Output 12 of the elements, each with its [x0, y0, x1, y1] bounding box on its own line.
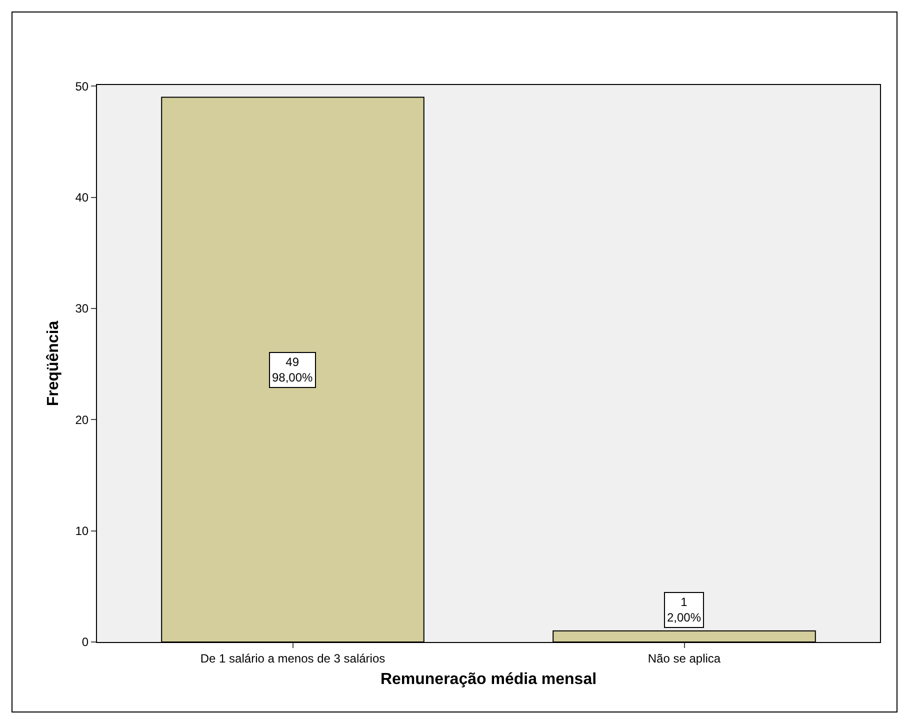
data-label: 49 98,00%	[272, 355, 314, 385]
x-tick-label: Não se aplica	[648, 651, 721, 666]
x-axis-title: Remuneração média mensal	[380, 671, 597, 688]
y-tick-label: 30	[75, 302, 89, 316]
y-tick-label: 50	[75, 79, 89, 94]
y-tick-label: 10	[75, 524, 89, 538]
y-tick-label: 0	[82, 635, 89, 650]
y-tick-label: 40	[75, 190, 89, 204]
y-tick-label: 20	[75, 412, 89, 427]
x-tick-label: De 1 salário a menos de 3 salários	[200, 651, 386, 666]
data-label: 1 2,00%	[667, 595, 702, 625]
y-axis-title: Freqüência	[45, 320, 62, 406]
